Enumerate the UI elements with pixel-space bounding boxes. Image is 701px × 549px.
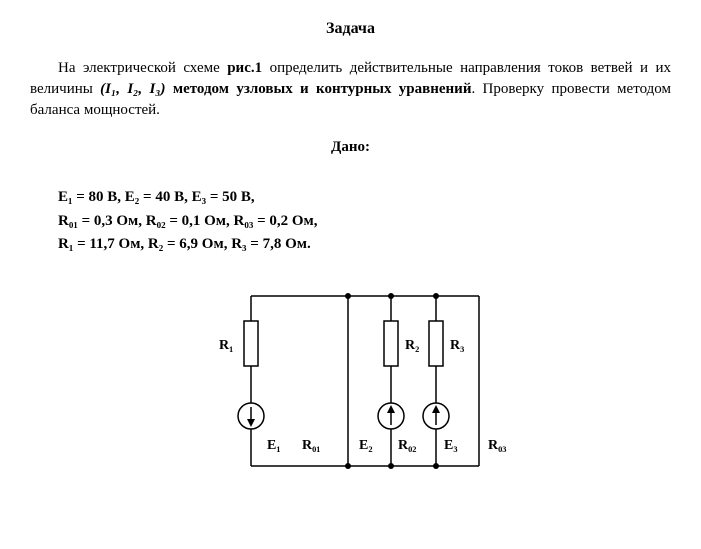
given-line-1: E₁ = 80 В, E₂ = 40 В, E₃ = 50 В, <box>58 186 671 209</box>
figure-ref: рис.1 <box>227 60 262 76</box>
label-R01: R₀₁ <box>302 438 321 453</box>
problem-statement: На электрической схеме рис.1 определить … <box>30 58 671 121</box>
label-E3: E₃ <box>444 438 458 453</box>
resistor-R2 <box>384 321 398 366</box>
label-R02: R₀₂ <box>398 438 417 453</box>
node-bot-3 <box>433 463 439 469</box>
resistor-R3 <box>429 321 443 366</box>
node-top-2 <box>388 293 394 299</box>
label-R1: R₁ <box>219 338 233 353</box>
label-E2: E₂ <box>359 438 373 453</box>
label-R2: R₂ <box>405 338 419 353</box>
node-bot-1 <box>345 463 351 469</box>
text-part3: методом узловых и контурных уравнений <box>166 81 472 97</box>
circuit-diagram: R₁ R₂ R₃ E₁ R₀₁ E₂ R₀₂ E₃ R₀₃ <box>181 281 521 486</box>
node-top-1 <box>345 293 351 299</box>
given-data: E₁ = 80 В, E₂ = 40 В, E₃ = 50 В, R₀₁ = 0… <box>58 186 671 256</box>
label-R03: R₀₃ <box>488 438 507 453</box>
node-bot-2 <box>388 463 394 469</box>
given-line-3: R₁ = 11,7 Ом, R₂ = 6,9 Ом, R₃ = 7,8 Ом. <box>58 233 671 256</box>
node-top-3 <box>433 293 439 299</box>
problem-title: Задача <box>30 20 671 38</box>
label-R3: R₃ <box>450 338 464 353</box>
given-line-2: R₀₁ = 0,3 Ом, R₀₂ = 0,1 Ом, R₀₃ = 0,2 Ом… <box>58 210 671 233</box>
variables: (I₁, I₂, I₃) <box>100 81 165 97</box>
label-E1: E₁ <box>267 438 281 453</box>
given-title: Дано: <box>30 139 671 156</box>
text-part1: На электрической схеме <box>58 60 227 76</box>
resistor-R1 <box>244 321 258 366</box>
